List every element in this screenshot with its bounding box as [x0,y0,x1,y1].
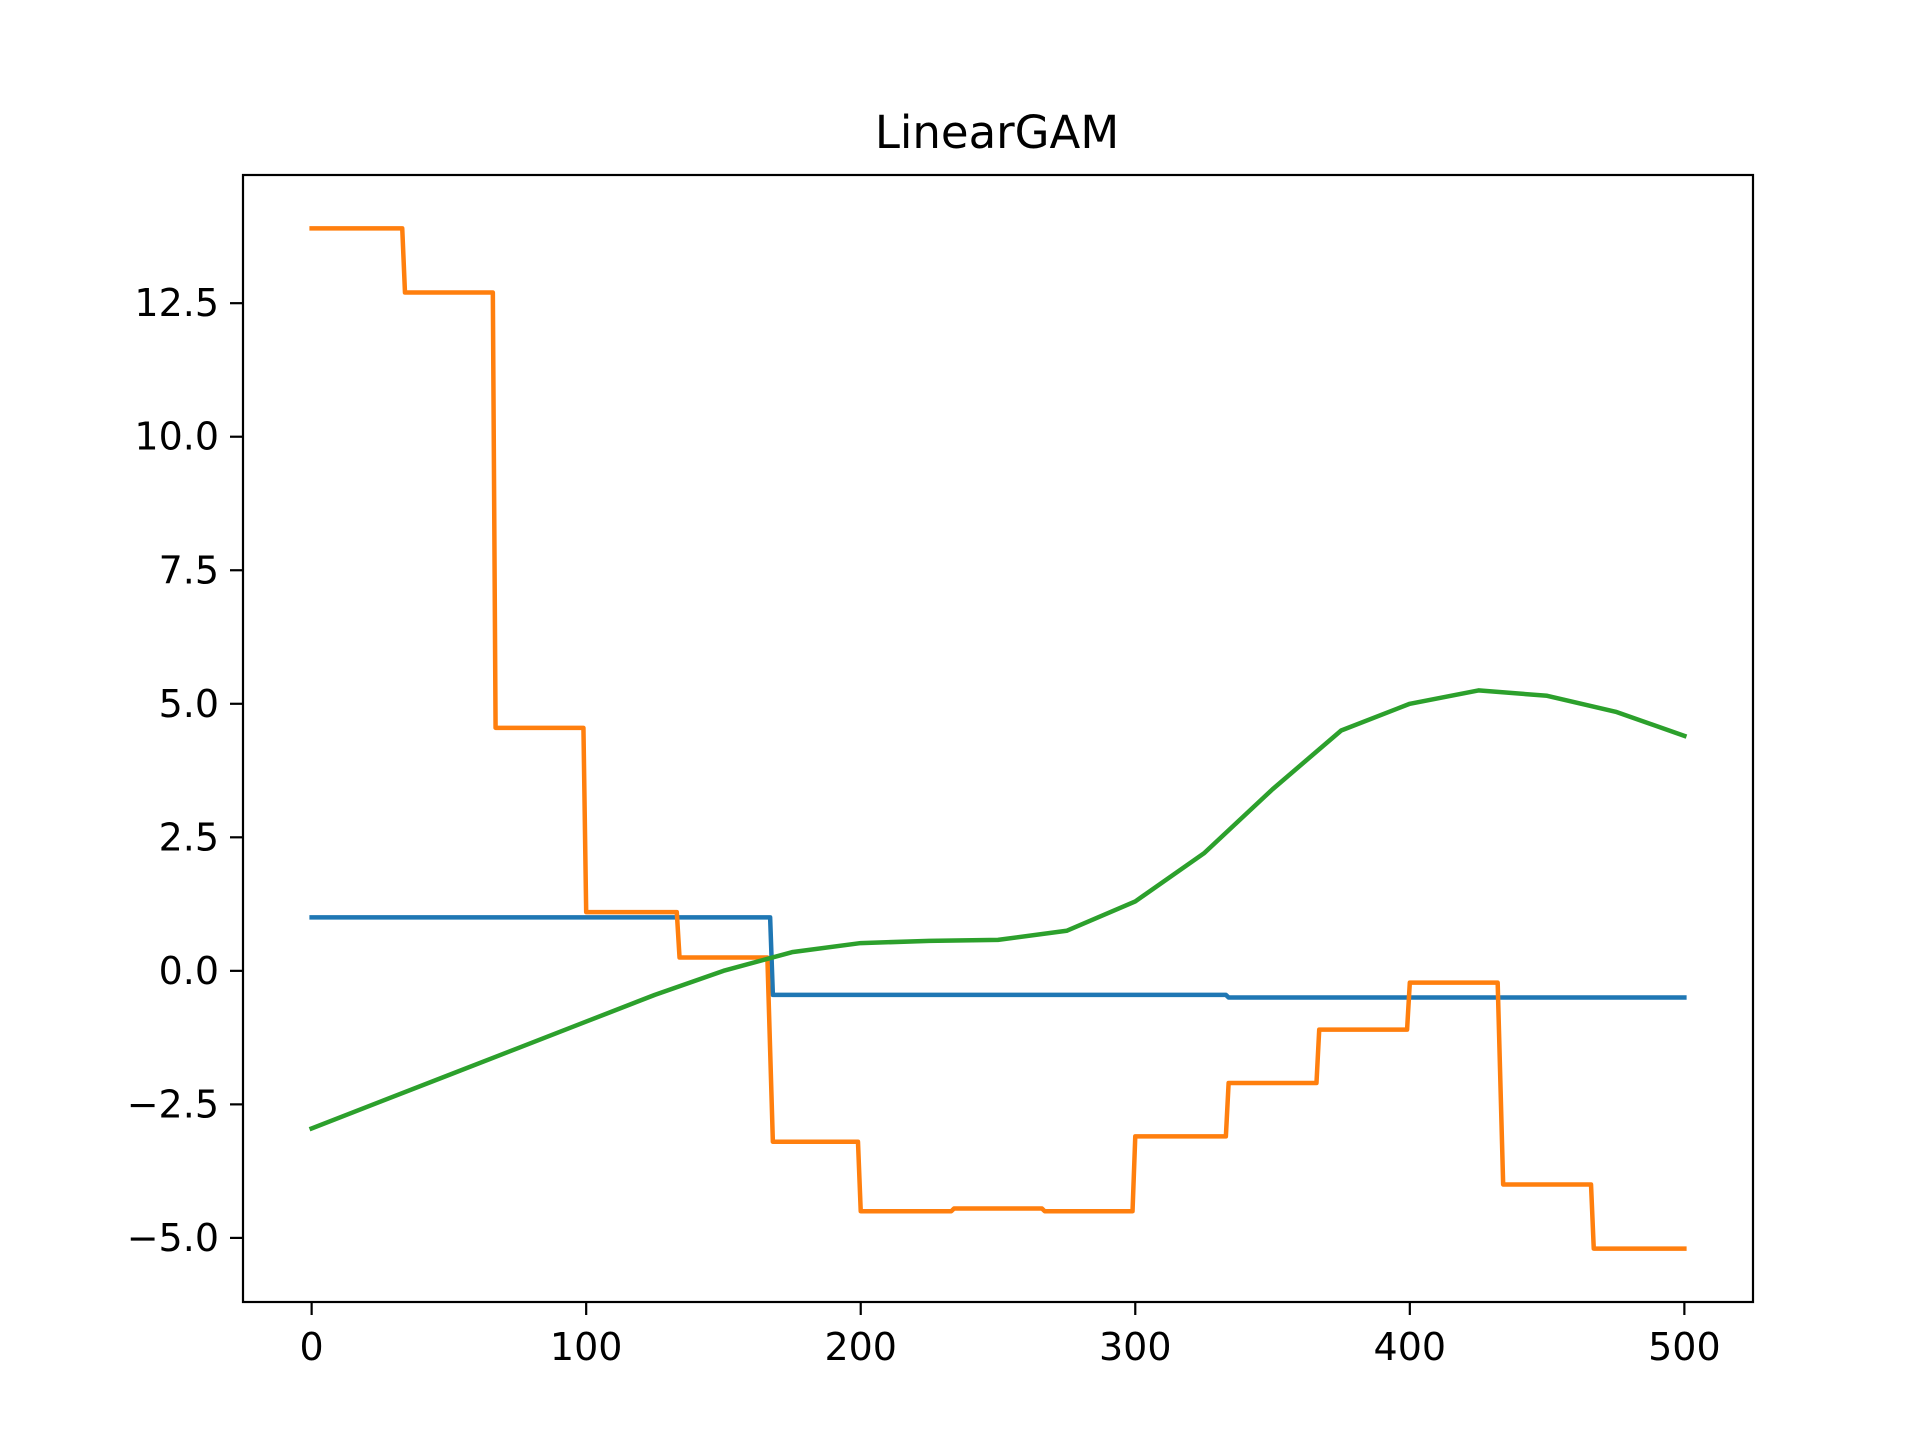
x-tick-label: 300 [1099,1325,1172,1369]
y-tick-label: 12.5 [134,281,219,325]
y-tick-label: 5.0 [159,682,219,726]
x-tick-label: 200 [824,1325,897,1369]
series-layer [308,226,1688,1251]
y-tick-label: 10.0 [134,415,219,459]
y-tick-label: 0.0 [159,949,219,993]
chart-title: LinearGAM [875,106,1119,159]
y-tick-label: 7.5 [159,548,219,592]
x-tick-label: 100 [550,1325,623,1369]
x-tick-label: 0 [300,1325,324,1369]
x-tick-label: 500 [1648,1325,1721,1369]
axes-layer: 0 100 200 300 400 500 −5.0 −2.5 0.0 2.5 5.0 7.5 10.0… [127,173,1755,1369]
series-line-3 [308,688,1688,1132]
series-line-1 [309,915,1687,1000]
x-tick-label: 400 [1374,1325,1447,1369]
series-line-2 [309,226,1687,1251]
y-tick-label: −2.5 [127,1082,219,1126]
plot-frame [241,173,1755,1304]
y-tick-label: 2.5 [159,815,219,859]
y-tick-label: −5.0 [127,1216,219,1260]
